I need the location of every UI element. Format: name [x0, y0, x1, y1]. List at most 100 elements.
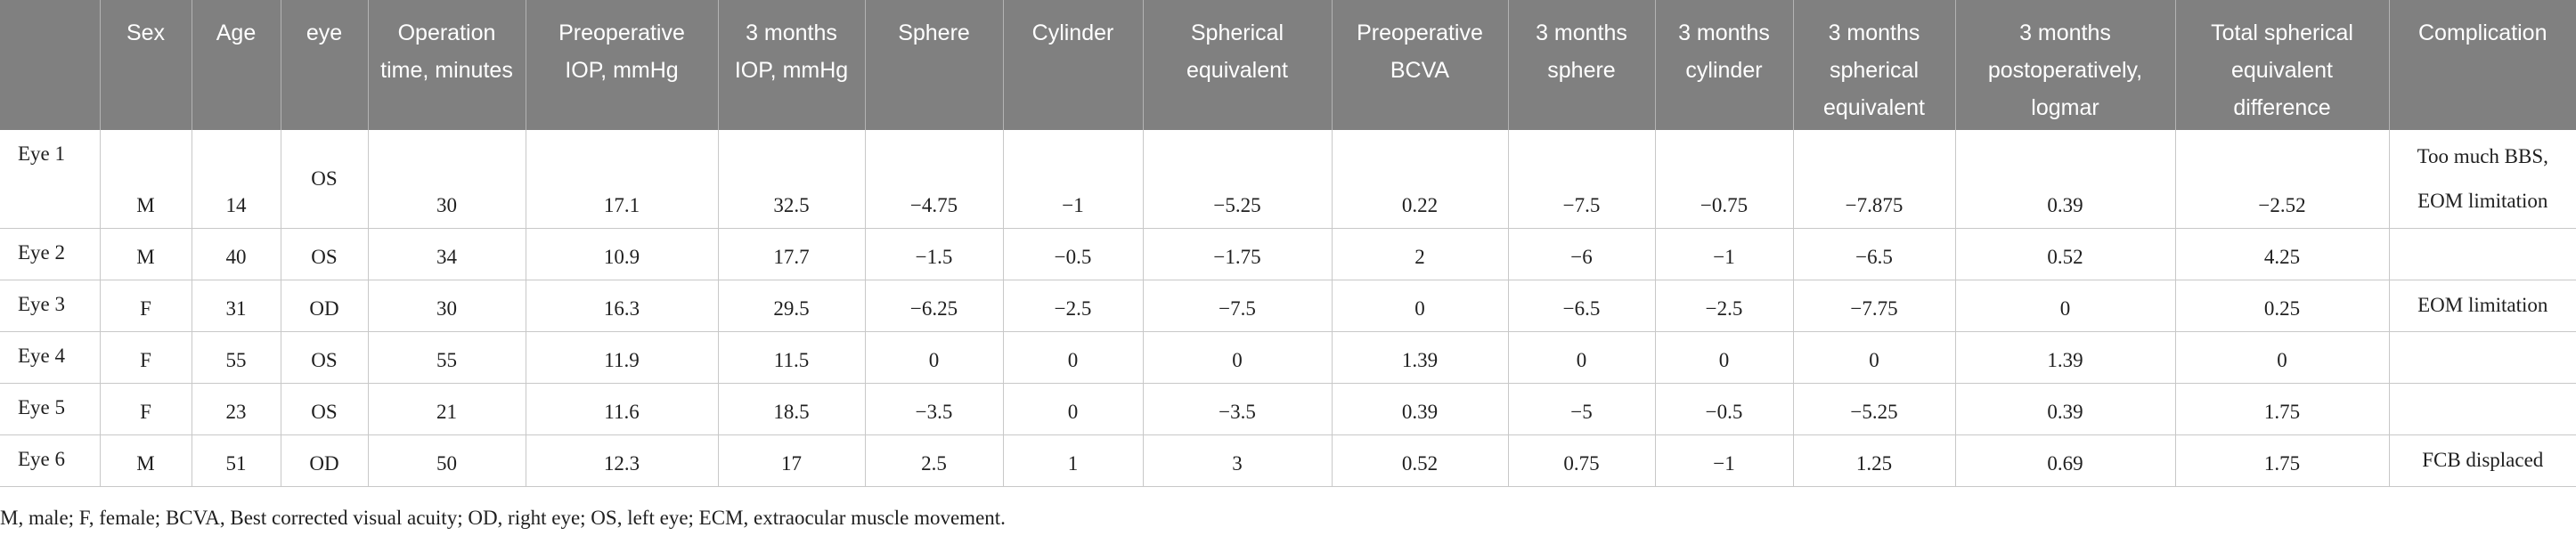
table-cell: 0.52: [1332, 434, 1509, 487]
table-row: Eye 2 M 40 OS 34 10.9 17.7 −1.5 −0.5 −1.75 2 −6 −1 −6…: [0, 228, 2576, 280]
table-cell: 2.5: [865, 434, 1004, 487]
table-cell: M: [100, 228, 192, 280]
table-cell: [2389, 383, 2576, 435]
table-cell: −7.5: [1143, 280, 1333, 332]
table-cell: −6: [1508, 228, 1656, 280]
table-cell: 2: [1332, 228, 1509, 280]
table-cell: −4.75: [865, 130, 1004, 229]
table-cell: 51: [192, 434, 281, 487]
row-label: Eye 2: [0, 228, 101, 280]
column-header: 3 months spherical equivalent: [1793, 0, 1956, 130]
table-cell: 34: [368, 228, 526, 280]
column-header: 3 months sphere: [1508, 0, 1656, 130]
table-cell: 30: [368, 130, 526, 229]
table-cell: 0: [1508, 331, 1656, 384]
table-cell: 0.69: [1955, 434, 2176, 487]
table-row: Eye 6 M 51 OD 50 12.3 17 2.5 1 3 0.52 0.75 −1 1.25 0.6…: [0, 434, 2576, 487]
table-cell: −7.5: [1508, 130, 1656, 229]
table-cell: −0.5: [1003, 228, 1144, 280]
table-cell: 1.75: [2175, 434, 2390, 487]
table-cell: EOM limitation: [2389, 280, 2576, 332]
row-label: Eye 1: [0, 130, 101, 229]
row-label: Eye 4: [0, 331, 101, 384]
table-row: Eye 3 F 31 OD 30 16.3 29.5 −6.25 −2.5 −7.5 0 −6.5 −2…: [0, 280, 2576, 332]
table-cell: 10.9: [526, 228, 719, 280]
table-cell: −1.75: [1143, 228, 1333, 280]
table-cell: 0: [1003, 331, 1144, 384]
table-cell: 1.39: [1332, 331, 1509, 384]
table-cell: 55: [368, 331, 526, 384]
table-cell: 0: [865, 331, 1004, 384]
table-cell: 0: [1003, 383, 1144, 435]
table-cell: 30: [368, 280, 526, 332]
table-cell: 21: [368, 383, 526, 435]
table-header: Sex Age eye Operation time, minutes Preopera…: [0, 0, 2576, 130]
table-cell: 0.39: [1955, 383, 2176, 435]
table-cell: M: [100, 434, 192, 487]
table-cell: 16.3: [526, 280, 719, 332]
column-header: 3 months postoperatively, logmar: [1955, 0, 2176, 130]
table-cell: −5.25: [1143, 130, 1333, 229]
table-cell: 18.5: [718, 383, 866, 435]
table-cell: FCB displaced: [2389, 434, 2576, 487]
row-label: Eye 6: [0, 434, 101, 487]
table-cell: 0.25: [2175, 280, 2390, 332]
table-cell: 0: [1955, 280, 2176, 332]
table-cell: 17.7: [718, 228, 866, 280]
table-cell: 0: [1143, 331, 1333, 384]
table-cell: −0.5: [1655, 383, 1794, 435]
table-cell: 0.39: [1955, 130, 2176, 229]
table-cell: −2.52: [2175, 130, 2390, 229]
table-body: Eye 1 M 14 OS 30 17.1 32.5 −4.75 −1 −5.25 0.22 −7.5…: [0, 130, 2576, 487]
table-cell: F: [100, 280, 192, 332]
table-cell: 4.25: [2175, 228, 2390, 280]
column-header: Age: [192, 0, 281, 130]
table-footnote: M, male; F, female; BCVA, Best corrected…: [0, 507, 1006, 529]
column-header: Spherical equivalent: [1143, 0, 1333, 130]
table-cell: [2389, 228, 2576, 280]
table-cell: 17: [718, 434, 866, 487]
table-cell: −1: [1655, 228, 1794, 280]
table-cell: F: [100, 331, 192, 384]
table-cell: −1: [1655, 434, 1794, 487]
table-cell: −3.5: [1143, 383, 1333, 435]
table-cell: OS: [281, 383, 369, 435]
table-cell: −0.75: [1655, 130, 1794, 229]
table-cell: −7.875: [1793, 130, 1956, 229]
table-cell: Too much BBS, EOM limitation: [2389, 130, 2576, 229]
column-header: 3 months IOP, mmHg: [718, 0, 866, 130]
column-header: Cylinder: [1003, 0, 1144, 130]
table-cell: 0.75: [1508, 434, 1656, 487]
table-cell: −6.25: [865, 280, 1004, 332]
row-label: Eye 3: [0, 280, 101, 332]
table-cell: [2389, 331, 2576, 384]
row-label: Eye 5: [0, 383, 101, 435]
table-cell: −1: [1003, 130, 1144, 229]
table-cell: 1.39: [1955, 331, 2176, 384]
column-header: Preoperative BCVA: [1332, 0, 1509, 130]
table-cell: 11.9: [526, 331, 719, 384]
table-cell: 29.5: [718, 280, 866, 332]
column-header: Preoperative IOP, mmHg: [526, 0, 719, 130]
table-cell: −5.25: [1793, 383, 1956, 435]
table-cell: 0: [1793, 331, 1956, 384]
table-cell: OD: [281, 280, 369, 332]
table-cell: 0.39: [1332, 383, 1509, 435]
table-cell: 17.1: [526, 130, 719, 229]
table-cell: −5: [1508, 383, 1656, 435]
table-cell: −2.5: [1003, 280, 1144, 332]
table-cell: 0: [1332, 280, 1509, 332]
table-cell: 11.5: [718, 331, 866, 384]
column-header: Sex: [100, 0, 192, 130]
table-row: Eye 5 F 23 OS 21 11.6 18.5 −3.5 0 −3.5 0.39 −5 −0.5−…: [0, 383, 2576, 435]
table-container: Sex Age eye Operation time, minutes Preopera…: [0, 0, 2576, 487]
column-header: [0, 0, 101, 130]
table-cell: −7.75: [1793, 280, 1956, 332]
table-cell: OS: [281, 228, 369, 280]
table-cell: 0.22: [1332, 130, 1509, 229]
results-table: Sex Age eye Operation time, minutes Preopera…: [0, 0, 2576, 487]
table-cell: 55: [192, 331, 281, 384]
header-row: Sex Age eye Operation time, minutes Preopera…: [0, 0, 2576, 130]
table-cell: M: [100, 130, 192, 229]
table-cell: −6.5: [1793, 228, 1956, 280]
